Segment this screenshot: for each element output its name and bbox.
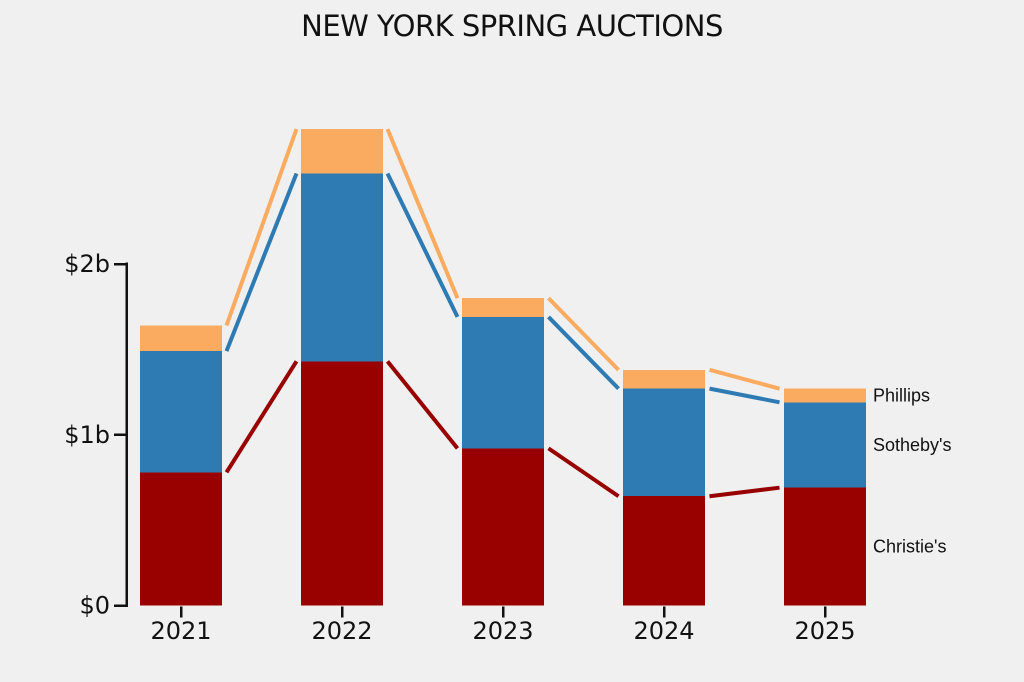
connector-line-phillips bbox=[224, 128, 299, 327]
connector-line-sothebys bbox=[385, 172, 460, 318]
bar-segment-christies-2023 bbox=[462, 448, 544, 606]
connector-line-phillips bbox=[708, 367, 781, 391]
series-label-phillips: Phillips bbox=[873, 385, 930, 405]
bar-segment-christies-2024 bbox=[623, 496, 705, 606]
bar-segment-sothebys-2024 bbox=[623, 388, 705, 497]
connector-line-christies bbox=[709, 485, 780, 499]
bar-segment-christies-2025 bbox=[784, 487, 866, 606]
y-tick-label: $0 bbox=[79, 592, 110, 620]
connector-line-christies bbox=[547, 446, 620, 498]
connector-line-christies bbox=[224, 360, 299, 474]
x-tick-mark bbox=[501, 606, 505, 618]
bar-segment-christies-2022 bbox=[301, 361, 383, 606]
bar-segment-christies-2021 bbox=[140, 472, 222, 606]
bar-segment-phillips-2025 bbox=[784, 388, 866, 403]
y-tick-mark bbox=[113, 604, 127, 607]
connector-line-phillips bbox=[385, 128, 460, 299]
x-tick-mark bbox=[340, 606, 344, 618]
x-tick-label-2025: 2025 bbox=[794, 617, 855, 645]
chart-title: NEW YORK SPRING AUCTIONS bbox=[301, 9, 723, 43]
series-label-sothebys: Sotheby's bbox=[873, 435, 952, 455]
x-tick-label-2021: 2021 bbox=[150, 617, 211, 645]
bar-segment-sothebys-2022 bbox=[301, 173, 383, 362]
connector-line-sothebys bbox=[224, 172, 299, 352]
bar-segment-phillips-2021 bbox=[140, 325, 222, 352]
bar-segment-phillips-2023 bbox=[462, 298, 544, 317]
connector-line-sothebys bbox=[709, 386, 780, 405]
x-tick-mark bbox=[823, 606, 827, 618]
bar-segment-sothebys-2023 bbox=[462, 316, 544, 449]
x-tick-label-2022: 2022 bbox=[311, 617, 372, 645]
y-tick-label: $2b bbox=[64, 250, 110, 278]
connector-line-sothebys bbox=[547, 315, 620, 391]
x-tick-label-2024: 2024 bbox=[633, 617, 694, 645]
connector-line-christies bbox=[385, 360, 460, 450]
connector-line-phillips bbox=[547, 296, 620, 372]
bar-segment-sothebys-2021 bbox=[140, 351, 222, 473]
x-tick-mark bbox=[662, 606, 666, 618]
series-label-christies: Christie's bbox=[873, 537, 946, 557]
bar-segment-phillips-2022 bbox=[301, 129, 383, 174]
x-tick-mark bbox=[179, 606, 183, 618]
y-tick-mark bbox=[113, 262, 127, 266]
x-tick-label-2023: 2023 bbox=[472, 617, 533, 645]
bar-segment-phillips-2024 bbox=[623, 369, 705, 389]
y-tick-label: $1b bbox=[64, 421, 110, 449]
bar-segment-sothebys-2025 bbox=[784, 402, 866, 488]
y-tick-mark bbox=[113, 433, 127, 436]
